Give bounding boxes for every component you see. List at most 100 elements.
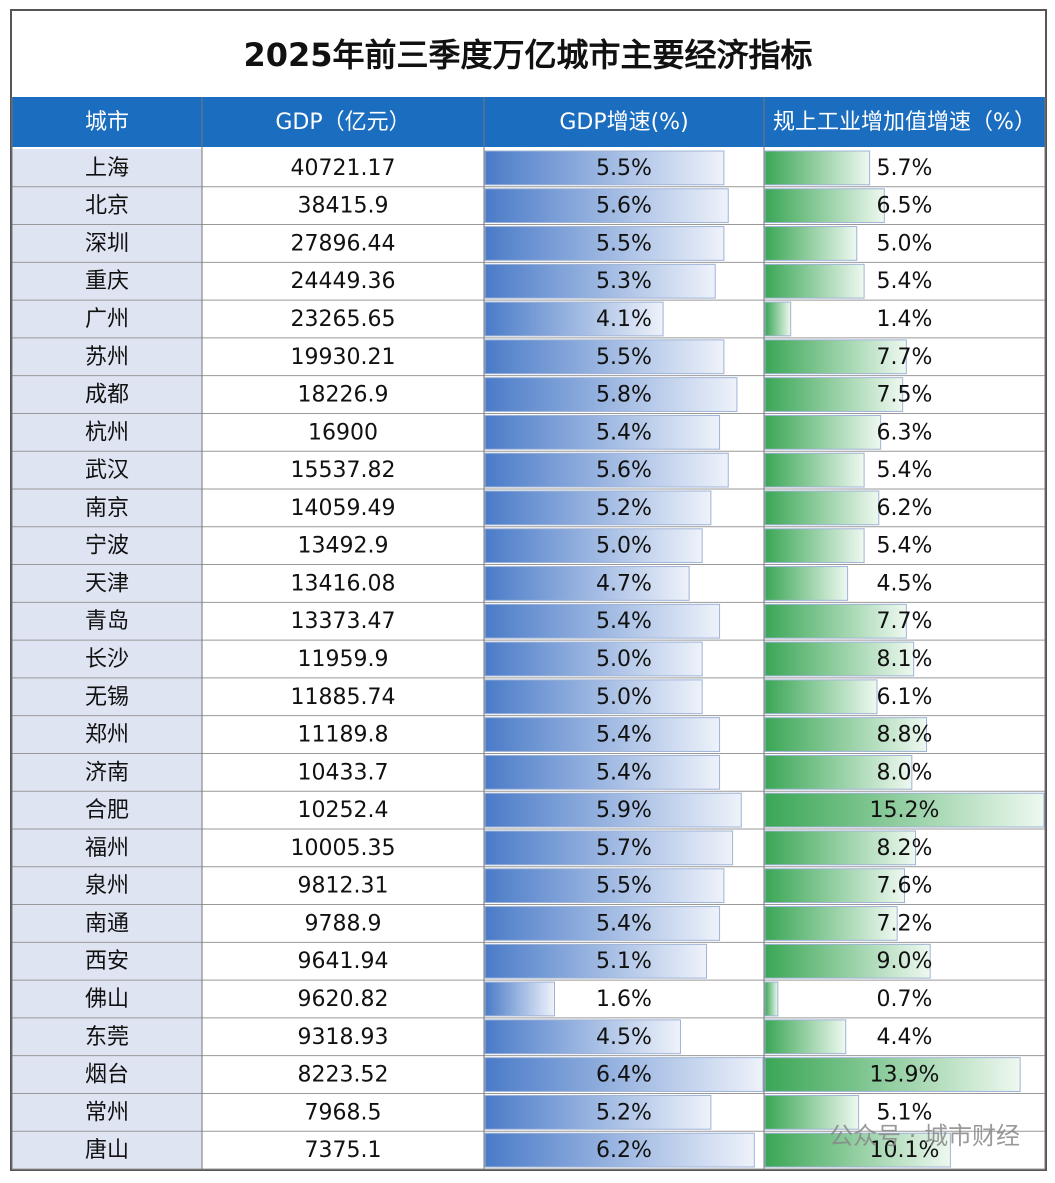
city-cell: 无锡 (85, 685, 129, 710)
growth-cell: 6.4% (596, 1063, 652, 1088)
data-bar (764, 226, 858, 261)
gdp-cell: 14059.49 (291, 496, 396, 521)
growth-cell: 7.6% (877, 874, 933, 899)
growth-cell: 4.5% (877, 571, 933, 596)
gdp-cell: 10252.4 (298, 798, 389, 823)
growth-cell: 8.0% (877, 760, 933, 785)
data-bar (764, 301, 792, 337)
data-bar (764, 868, 905, 904)
growth-cell: 5.1% (596, 949, 652, 974)
gdp-cell: 8223.52 (298, 1063, 389, 1088)
city-cell: 西安 (85, 949, 129, 974)
gdp-cell: 10005.35 (291, 836, 396, 861)
data-bar (484, 1132, 755, 1168)
growth-cell: 5.9% (596, 798, 652, 823)
header-cell: 规上工业增加值增速（%） (773, 110, 1036, 135)
gdp-cell: 10433.7 (298, 760, 389, 785)
data-bar (484, 528, 703, 564)
city-cell: 成都 (85, 383, 129, 408)
title: 2025年前三季度万亿城市主要经济指标 (243, 36, 812, 74)
city-cell: 福州 (85, 836, 129, 861)
data-bar (484, 226, 725, 261)
growth-cell: 5.3% (596, 269, 652, 294)
city-cell: 深圳 (85, 231, 129, 256)
gdp-cell: 13416.08 (291, 571, 396, 596)
growth-cell: 8.2% (877, 836, 933, 861)
header-bg (12, 97, 1045, 147)
growth-cell: 13.9% (870, 1063, 940, 1088)
city-cell: 长沙 (85, 647, 129, 672)
data-bar (484, 1019, 681, 1055)
growth-cell: 5.5% (596, 874, 652, 899)
city-cell: 杭州 (85, 420, 129, 445)
growth-cell: 4.1% (596, 307, 652, 332)
gdp-cell: 9788.9 (305, 911, 382, 936)
city-cell: 苏州 (85, 345, 129, 370)
data-bar (764, 754, 913, 790)
data-bar (484, 981, 555, 1017)
data-bar (764, 1094, 860, 1130)
growth-cell: 5.7% (877, 156, 933, 181)
data-bar (764, 679, 878, 715)
growth-cell: 5.8% (596, 383, 652, 408)
gdp-cell: 9641.94 (298, 949, 389, 974)
gdp-cell: 7375.1 (305, 1138, 382, 1163)
data-bar (484, 754, 721, 790)
data-bar (484, 868, 725, 904)
growth-cell: 5.4% (877, 534, 933, 559)
data-bar (764, 263, 865, 299)
growth-cell: 8.8% (877, 723, 933, 748)
data-bar (484, 414, 721, 450)
gdp-cell: 11885.74 (291, 685, 396, 710)
city-cell: 武汉 (85, 458, 129, 483)
growth-cell: 5.6% (596, 194, 652, 219)
growth-cell: 6.2% (596, 1138, 652, 1163)
growth-cell: 6.3% (877, 420, 933, 445)
data-bar (484, 906, 721, 941)
data-bar (484, 452, 729, 488)
growth-cell: 5.4% (877, 269, 933, 294)
gdp-cell: 13492.9 (298, 534, 389, 559)
growth-cell: 5.4% (877, 458, 933, 483)
growth-cell: 5.6% (596, 458, 652, 483)
data-bar (484, 263, 716, 299)
data-bar (764, 339, 907, 375)
data-bar (484, 603, 721, 639)
city-cell: 广州 (85, 307, 129, 332)
data-bar (764, 943, 931, 979)
header-cell: GDP（亿元） (275, 110, 410, 135)
city-cell: 烟台 (85, 1063, 129, 1088)
data-bar (764, 188, 885, 224)
gdp-cell: 9812.31 (298, 874, 389, 899)
data-bar (764, 377, 904, 412)
city-cell: 宁波 (85, 534, 129, 559)
gdp-cell: 7968.5 (305, 1100, 382, 1125)
city-cell: 郑州 (85, 723, 129, 748)
data-bar (764, 566, 849, 601)
data-bar (484, 339, 725, 375)
data-bar (484, 377, 738, 412)
growth-cell: 5.0% (596, 534, 652, 559)
city-cell: 东莞 (85, 1025, 129, 1050)
gdp-cell: 18226.9 (298, 383, 389, 408)
data-bar (764, 414, 882, 450)
growth-cell: 5.4% (596, 609, 652, 634)
data-bar (484, 830, 734, 866)
city-cell: 天津 (85, 571, 129, 596)
growth-cell: 4.7% (596, 571, 652, 596)
data-bar (764, 906, 898, 941)
growth-cell: 1.4% (877, 307, 933, 332)
header-cell: 城市 (85, 110, 129, 135)
data-bar (484, 490, 712, 526)
growth-cell: 6.1% (877, 685, 933, 710)
gdp-cell: 38415.9 (298, 194, 389, 219)
growth-cell: 5.5% (596, 345, 652, 370)
data-bar (764, 1057, 1021, 1092)
data-bar (764, 528, 865, 564)
city-cell: 重庆 (85, 269, 129, 294)
data-bar (484, 150, 725, 186)
gdp-cell: 27896.44 (291, 231, 396, 256)
growth-cell: 5.4% (596, 911, 652, 936)
data-bar (484, 792, 742, 828)
